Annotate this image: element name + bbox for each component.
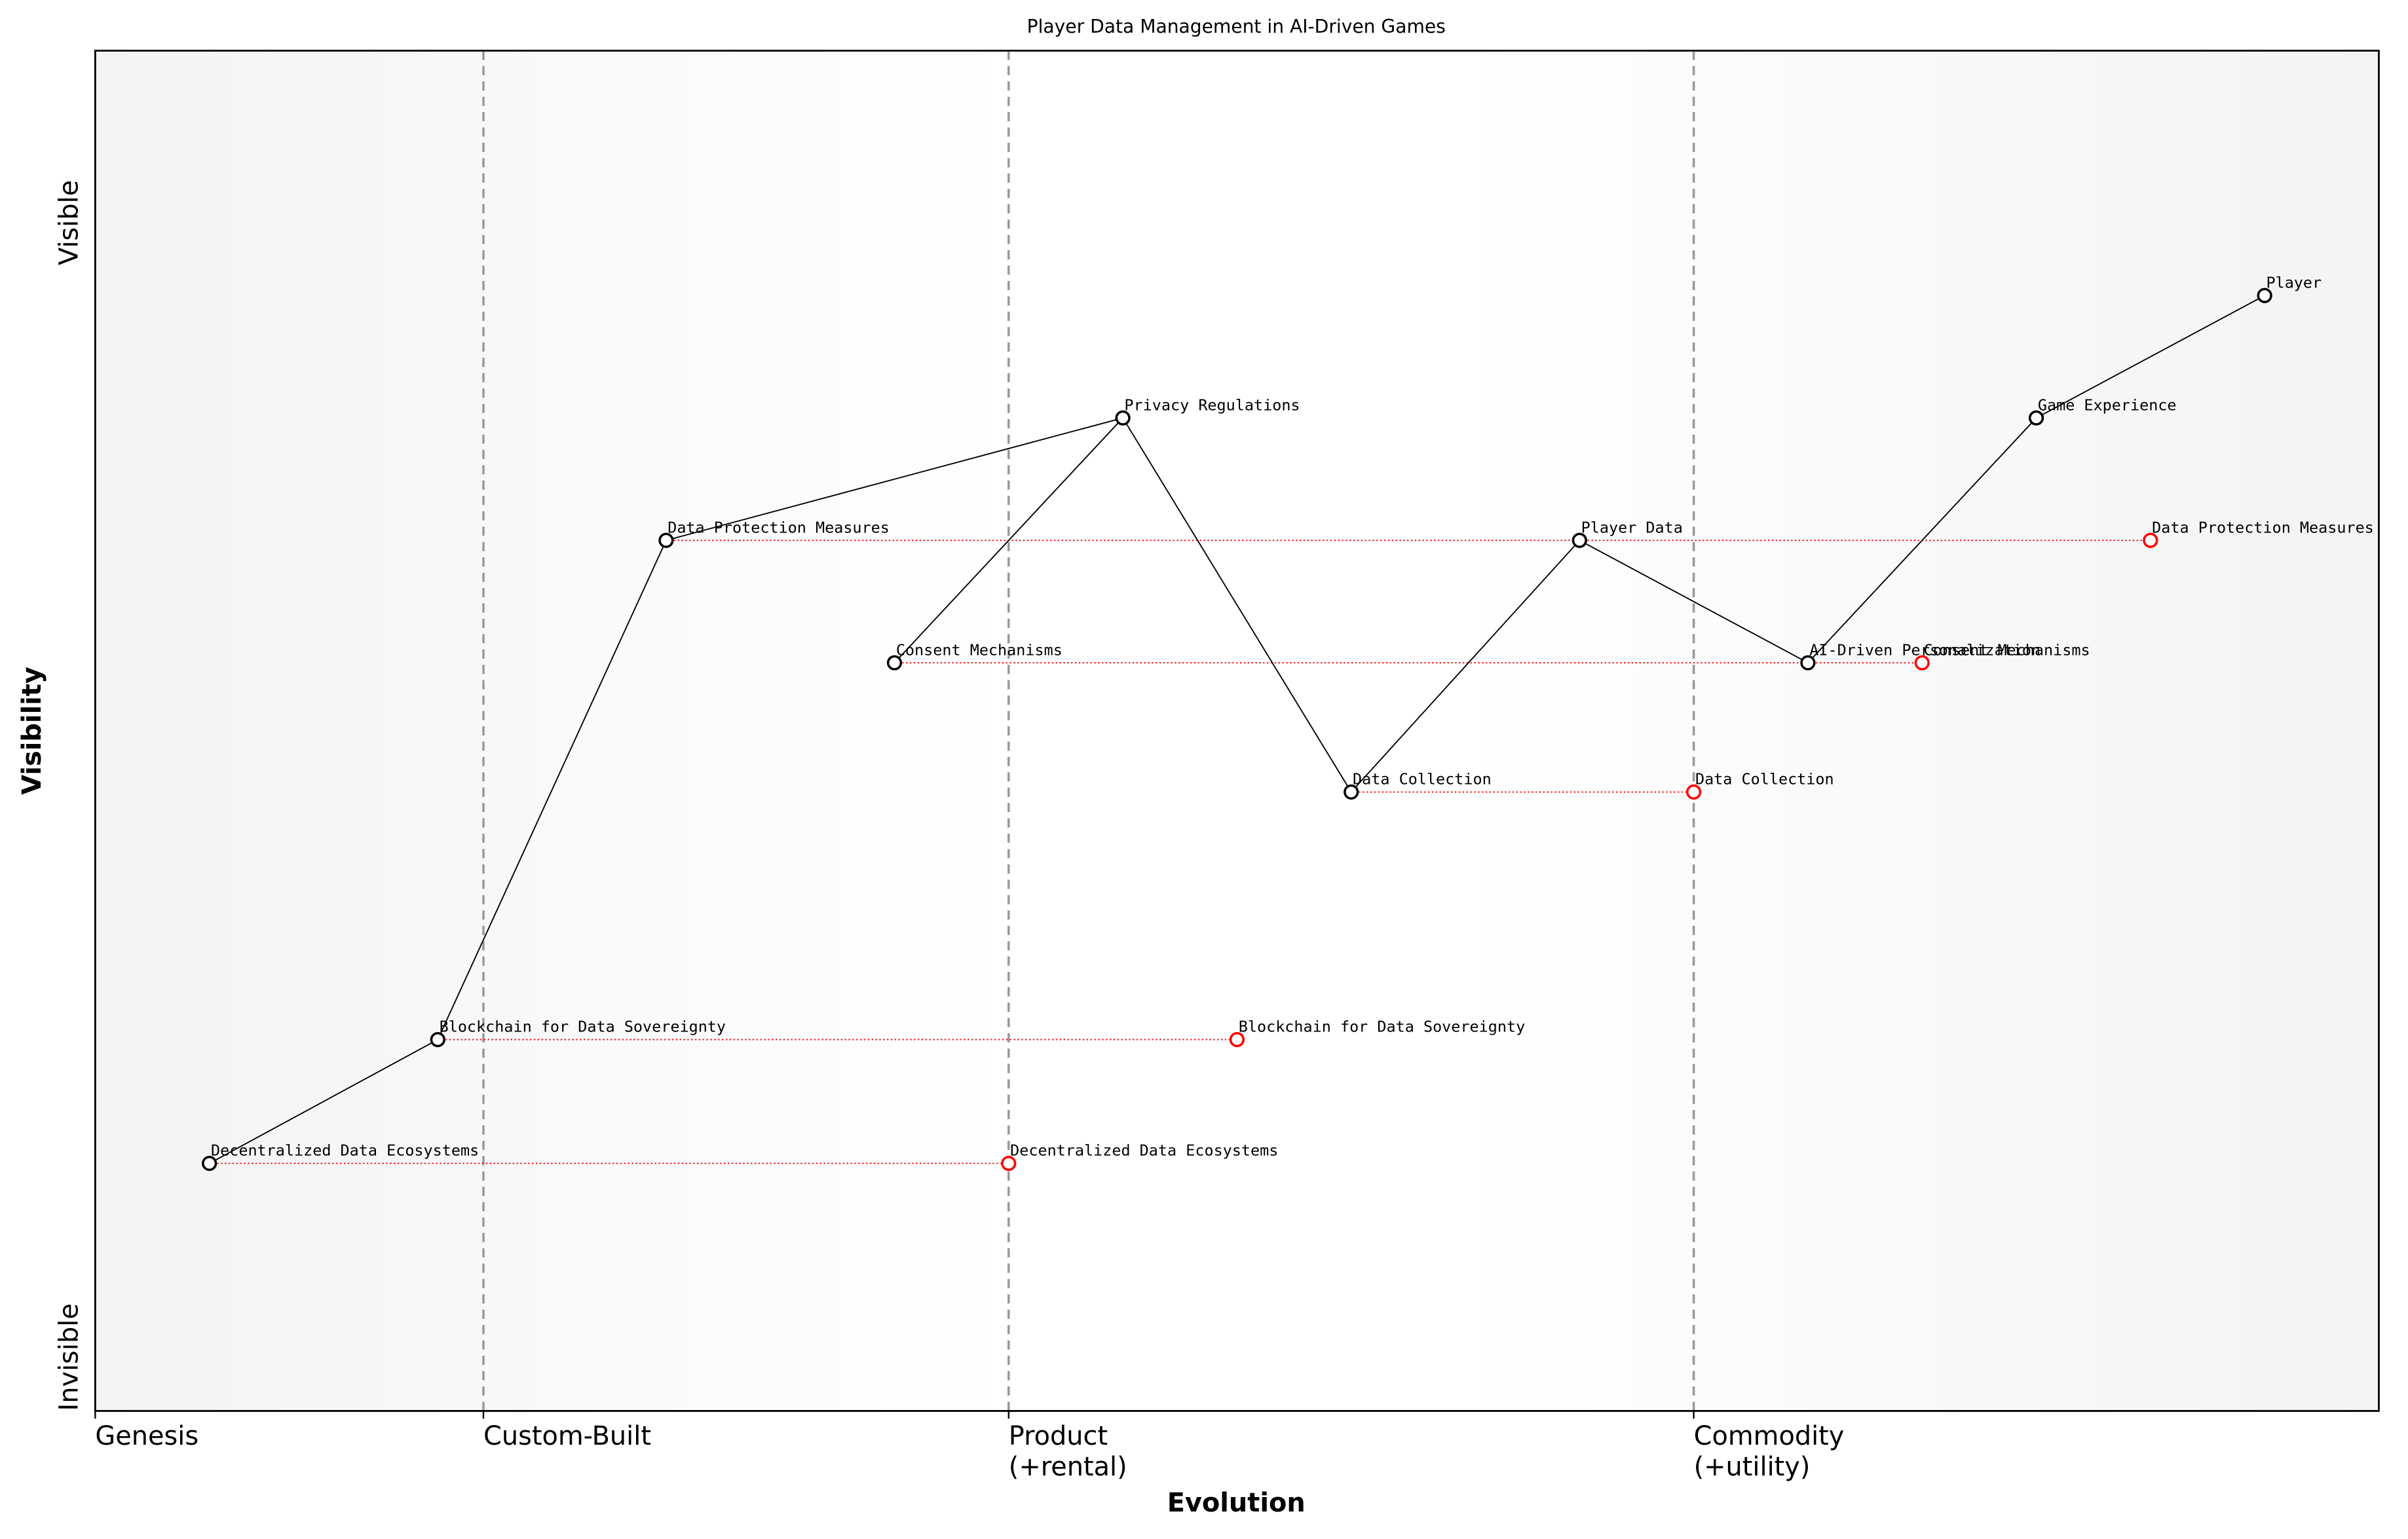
- node: [202, 1155, 217, 1172]
- node: [1571, 532, 1587, 548]
- x-axis-title: Evolution: [1167, 1488, 1306, 1518]
- x-tick-label: Custom-Built: [483, 1421, 651, 1451]
- node: [1115, 410, 1131, 426]
- link: [209, 1039, 438, 1164]
- evolved-node: [1914, 655, 1930, 671]
- node-label: Consent Mechanisms: [896, 640, 1063, 659]
- evolved-node: [1001, 1155, 1017, 1172]
- evolved-node: [1686, 784, 1702, 800]
- plot-background: [95, 50, 2379, 1411]
- plot-layer: Data Protection Measures Consent Mechanis…: [202, 50, 2374, 1411]
- node-label: Player: [2266, 274, 2322, 292]
- y-end-label: Visible: [54, 180, 84, 265]
- node-label: Game Experience: [2038, 396, 2177, 414]
- x-tick-label: Commodity (+utility): [1694, 1421, 1845, 1482]
- link: [1122, 417, 1352, 792]
- evolved-node-label: Data Collection: [1695, 770, 1834, 788]
- link: [437, 540, 667, 1040]
- node: [1344, 784, 1359, 800]
- node-label: Data Protection Measures: [668, 518, 890, 536]
- plot-frame: [94, 49, 2380, 1412]
- link: [894, 417, 1123, 663]
- node-label: Data Collection: [1353, 770, 1492, 788]
- evolved-node: [1229, 1031, 1245, 1048]
- evolved-node-label: Consent Mechanisms: [1924, 640, 2090, 659]
- node-label: Decentralized Data Ecosystems: [211, 1141, 479, 1160]
- link: [666, 417, 1123, 542]
- link: [1579, 540, 1809, 663]
- node-label: Blockchain for Data Sovereignty: [440, 1018, 726, 1036]
- node-label: Player Data: [1581, 518, 1683, 536]
- node: [2257, 287, 2272, 303]
- evolved-node-label: Data Protection Measures: [2152, 518, 2374, 536]
- y-end-label: Invisible: [54, 1303, 84, 1411]
- node: [1800, 655, 1816, 671]
- link: [1807, 417, 2037, 663]
- node-label: Privacy Regulations: [1124, 396, 1300, 414]
- x-tick-label: Genesis: [95, 1421, 198, 1451]
- node: [886, 655, 903, 671]
- node-label: AI-Driven Personalization: [1809, 640, 2041, 659]
- link: [1351, 540, 1581, 793]
- evolved-node-label: Decentralized Data Ecosystems: [1010, 1141, 1278, 1160]
- node: [430, 1031, 445, 1048]
- y-axis-title: Visibility: [17, 667, 47, 795]
- node: [658, 532, 674, 548]
- node: [2028, 410, 2044, 426]
- chart-title: Player Data Management in AI-Driven Game…: [1027, 16, 1446, 37]
- evolved-node-label: Blockchain for Data Sovereignty: [1239, 1018, 1525, 1036]
- link: [2036, 295, 2265, 419]
- evolved-node: [2143, 532, 2158, 548]
- x-tick-label: Product (+rental): [1009, 1421, 1127, 1482]
